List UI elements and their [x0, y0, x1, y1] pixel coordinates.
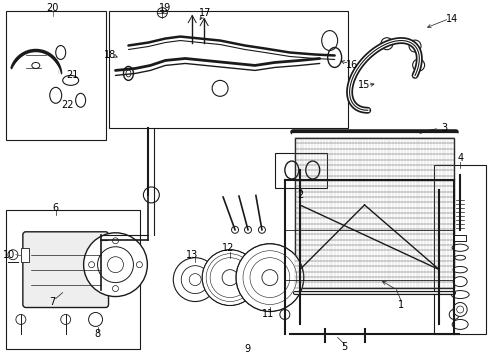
Text: 9: 9 — [244, 345, 249, 354]
Text: 11: 11 — [261, 310, 273, 319]
Circle shape — [136, 262, 142, 268]
Text: 17: 17 — [199, 8, 211, 18]
Text: 13: 13 — [186, 250, 198, 260]
Text: 1: 1 — [398, 300, 404, 310]
Text: 18: 18 — [104, 50, 117, 60]
Ellipse shape — [451, 319, 467, 329]
Ellipse shape — [454, 255, 465, 260]
Text: 14: 14 — [445, 14, 457, 24]
Text: 22: 22 — [61, 100, 74, 110]
Ellipse shape — [452, 266, 467, 273]
Bar — [108, 11, 347, 128]
Text: 16: 16 — [345, 60, 357, 71]
Ellipse shape — [126, 70, 131, 77]
Circle shape — [202, 250, 258, 306]
Circle shape — [95, 294, 105, 305]
Text: 10: 10 — [3, 250, 15, 260]
Circle shape — [279, 310, 289, 319]
Bar — [21, 248, 29, 262]
Circle shape — [448, 310, 458, 319]
Circle shape — [98, 247, 133, 283]
Ellipse shape — [451, 244, 468, 251]
Circle shape — [189, 274, 201, 285]
Bar — [453, 235, 465, 241]
Ellipse shape — [452, 302, 466, 316]
Circle shape — [143, 187, 159, 203]
Circle shape — [83, 233, 147, 297]
Circle shape — [88, 262, 94, 268]
Circle shape — [16, 315, 26, 324]
FancyBboxPatch shape — [23, 232, 108, 307]
Circle shape — [244, 226, 251, 233]
Ellipse shape — [123, 67, 133, 80]
Bar — [433, 165, 485, 334]
Circle shape — [262, 270, 277, 285]
Text: 19: 19 — [159, 3, 171, 13]
Circle shape — [95, 285, 105, 294]
Circle shape — [61, 315, 71, 324]
Circle shape — [173, 258, 217, 302]
Ellipse shape — [327, 48, 341, 67]
Circle shape — [212, 80, 227, 96]
Ellipse shape — [456, 306, 463, 313]
Text: 15: 15 — [358, 80, 370, 90]
Circle shape — [231, 226, 238, 233]
Ellipse shape — [56, 45, 65, 59]
Text: 4: 4 — [456, 153, 462, 163]
Bar — [294, 138, 453, 288]
Text: 6: 6 — [53, 203, 59, 213]
Text: 21: 21 — [66, 71, 79, 80]
Text: 20: 20 — [46, 3, 59, 13]
Ellipse shape — [452, 276, 466, 287]
Text: 7: 7 — [49, 297, 56, 306]
Circle shape — [88, 312, 102, 327]
Circle shape — [258, 226, 265, 233]
Circle shape — [236, 244, 303, 311]
Text: 12: 12 — [222, 243, 234, 253]
Circle shape — [112, 285, 118, 292]
Bar — [274, 153, 326, 188]
Text: 5: 5 — [341, 342, 347, 352]
Bar — [6, 11, 105, 140]
Circle shape — [222, 270, 238, 285]
Circle shape — [181, 266, 209, 293]
Circle shape — [107, 257, 123, 273]
Bar — [6, 210, 140, 349]
Circle shape — [112, 238, 118, 244]
Bar — [294, 138, 453, 288]
Text: 3: 3 — [440, 123, 447, 133]
Ellipse shape — [450, 291, 468, 298]
Text: 8: 8 — [94, 329, 101, 339]
Text: 2: 2 — [297, 190, 303, 200]
